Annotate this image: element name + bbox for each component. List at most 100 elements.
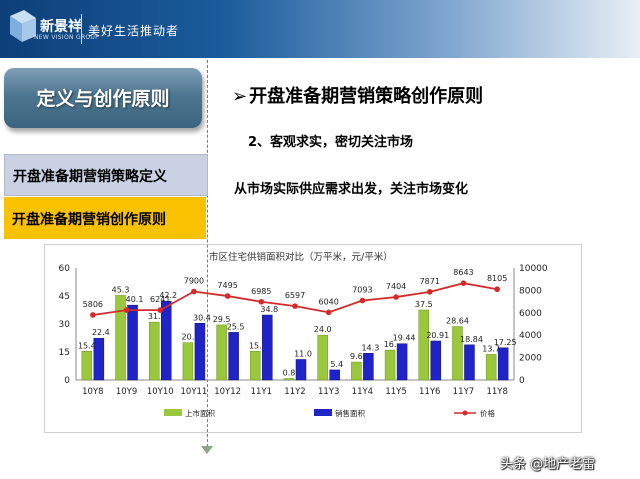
sales-bar	[93, 337, 105, 381]
chart-frame	[44, 244, 582, 433]
sidebar-item-creation-principle[interactable]: 开盘准备期营销创作原则	[4, 197, 206, 239]
supply-bar	[115, 295, 126, 381]
price-point	[191, 288, 197, 295]
sidebar-item-strategy-definition[interactable]: 开盘准备期营销策略定义	[4, 154, 208, 196]
sales-bar	[228, 332, 239, 381]
supply-data-label: 16.	[384, 340, 397, 349]
sales-data-label: 20.91	[426, 331, 449, 340]
supply-data-label: 24.0	[314, 325, 332, 334]
y-right-tick-label: 6000	[519, 309, 542, 319]
watermark: 头条 @地产老雷	[500, 457, 596, 472]
supply-bar	[216, 324, 227, 381]
x-tick-label: 10Y12	[214, 387, 241, 397]
supply-bar	[283, 378, 295, 381]
y-right-tick-label: 4000	[519, 331, 542, 341]
supply-data-label: 45.3	[112, 285, 130, 294]
supply-sales-chart: 市区住宅供销面积对比（万平米，元/平米） 0 15 30 45 60 0 2000 4000 6…	[59, 251, 548, 418]
supply-bar	[317, 334, 328, 381]
price-data-label: 6985	[251, 287, 271, 296]
supply-data-label: 31.	[148, 312, 161, 321]
price-data-label: 8643	[453, 268, 473, 277]
bullet-arrow-icon: ➢	[232, 86, 248, 107]
price-point	[393, 294, 399, 300]
price-point	[90, 312, 96, 318]
price-point	[460, 280, 467, 286]
supply-bar	[485, 354, 497, 381]
sales-data-label: 22.4	[92, 328, 110, 337]
content-heading-text: 开盘准备期营销策略创作原则	[249, 86, 484, 107]
sales-bar	[396, 343, 408, 381]
price-point	[157, 307, 164, 313]
x-tick-label: 11Y5	[385, 387, 406, 397]
legend-sales-label: 销售面积	[335, 408, 365, 418]
sales-data-label: 19.44	[393, 334, 416, 343]
price-data-label: 7404	[386, 282, 406, 291]
legend-sales-swatch	[314, 409, 332, 416]
header-slogan: 美好生活推动者	[88, 24, 180, 38]
legend-supply-label: 上市面积	[185, 408, 215, 418]
price-data-label: 7900	[184, 277, 204, 286]
price-point	[292, 303, 298, 309]
section-title: 定义与创作原则	[36, 88, 170, 110]
supply-bar	[182, 342, 194, 381]
sales-data-label: 42.2	[159, 291, 177, 300]
price-point	[325, 309, 332, 316]
supply-data-label: 28.64	[446, 317, 469, 326]
sales-bar	[160, 300, 172, 381]
sales-bar	[497, 347, 509, 381]
x-tick-label: 10Y8	[82, 387, 103, 397]
supply-data-label: 37.5	[415, 300, 433, 309]
sales-data-label: 17.25	[494, 338, 517, 347]
supply-data-label: 0.8	[283, 369, 296, 378]
x-tick-label: 10Y9	[116, 387, 137, 397]
supply-bar	[250, 351, 261, 381]
content-point: 2、客观求实，密切关注市场	[248, 135, 414, 150]
header-banner: 新景祥 NEW VISION GROUP 美好生活推动者	[0, 0, 640, 58]
supply-bar	[384, 349, 396, 381]
x-tick-label: 11Y8	[486, 387, 507, 397]
supply-data-label: 15.4	[78, 341, 96, 350]
sidebar-item-label: 开盘准备期营销创作原则	[12, 212, 166, 228]
supply-bar	[81, 351, 93, 381]
supply-data-label: 13.7	[482, 344, 500, 353]
content-heading: ➢ 开盘准备期营销策略创作原则	[232, 82, 483, 108]
sales-bar	[464, 344, 475, 381]
logo-subtext: NEW VISION GROUP	[34, 34, 100, 41]
sales-data-label: 5.4	[330, 360, 343, 369]
sales-data-label: 14.3	[361, 343, 379, 352]
supply-bar	[418, 309, 430, 381]
sales-data-label: 40.1	[126, 295, 144, 304]
price-data-label: 7495	[217, 281, 237, 290]
divider-arrow-icon	[201, 446, 213, 454]
legend-supply-swatch	[164, 409, 182, 416]
sales-bar	[262, 314, 273, 381]
supply-data-label: 20.	[182, 333, 195, 342]
price-data-label: 6241	[150, 295, 170, 304]
price-data-label: 5806	[83, 300, 103, 309]
sales-bar	[295, 359, 307, 381]
section-title-box: 定义与创作原则	[4, 68, 202, 128]
price-data-label: 8105	[487, 274, 507, 283]
supply-bar	[351, 361, 362, 381]
price-data-label: 6040	[319, 297, 339, 306]
sales-bar	[127, 304, 138, 381]
price-point	[258, 298, 265, 305]
price-point	[426, 289, 433, 295]
price-data-label: 7871	[420, 277, 440, 286]
sales-data-label: 18.84	[460, 335, 483, 344]
supply-bar	[148, 321, 160, 381]
sidebar-item-label: 开盘准备期营销策略定义	[13, 169, 167, 185]
sales-data-label: 25.5	[227, 322, 245, 331]
legend-price-marker	[462, 410, 468, 416]
y-left-tick-label: 30	[59, 320, 71, 330]
x-tick-label: 11Y4	[352, 387, 373, 397]
header-divider	[81, 14, 82, 44]
legend-price-label: 价格	[480, 408, 495, 418]
divider-dashed-line	[207, 60, 208, 452]
price-point	[224, 293, 231, 299]
y-left-tick-label: 60	[59, 264, 71, 274]
x-tick-label: 11Y6	[419, 387, 440, 397]
y-right-tick-label: 2000	[519, 354, 542, 364]
sales-bar	[194, 323, 206, 381]
content-description: 从市场实际供应需求出发，关注市场变化	[234, 182, 469, 197]
